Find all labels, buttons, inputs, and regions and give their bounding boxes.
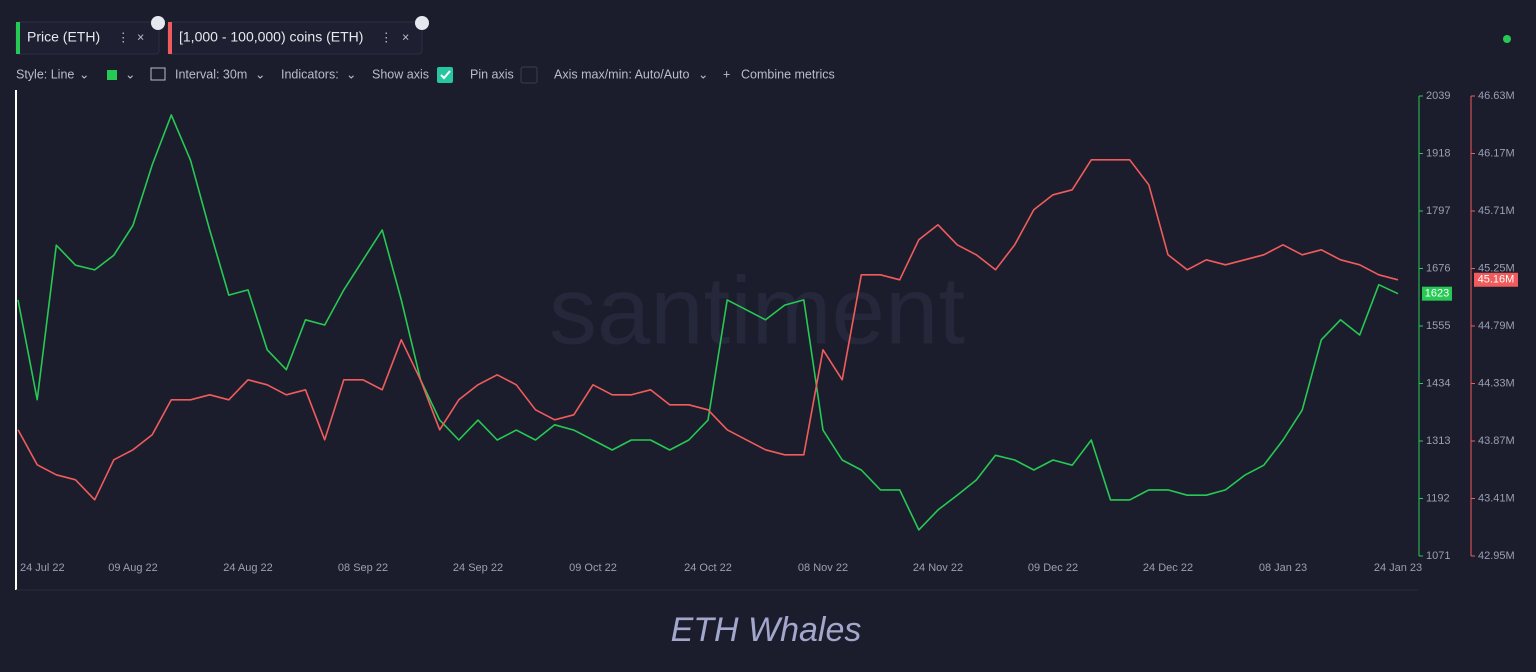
interval-icon [150, 67, 166, 81]
x-tick-label: 24 Nov 22 [913, 562, 963, 574]
y2-tick-label: 44.33M [1478, 377, 1515, 389]
x-tick-label: 24 Dec 22 [1143, 562, 1193, 574]
x-tick-label: 09 Oct 22 [569, 562, 617, 574]
pin-axis: Pin axis [470, 67, 514, 81]
y-tick-label: 1555 [1426, 320, 1450, 332]
series-line [17, 114, 1399, 531]
eth-icon [415, 16, 429, 30]
y2-tick-label: 46.63M [1478, 90, 1515, 102]
y2-tick-label: 42.95M [1478, 550, 1515, 562]
legend-label: [1,000 - 100,000) coins (ETH) [179, 29, 363, 45]
interval-select[interactable]: Interval: 30m [175, 67, 247, 81]
chevron: ⌄ [698, 67, 708, 81]
watermark: santiment [549, 257, 965, 364]
y-tick-label: 1797 [1426, 205, 1450, 217]
legend-swatch [168, 22, 172, 54]
caption: ETH Whales [671, 611, 862, 649]
x-tick-label: 24 Aug 22 [223, 562, 273, 574]
axis-maxmin[interactable]: Axis max/min: Auto/Auto [554, 67, 690, 81]
x-tick-label: 09 Aug 22 [108, 562, 158, 574]
y-tick-label: 2039 [1426, 90, 1450, 102]
x-tick-label: 08 Jan 23 [1259, 562, 1307, 574]
legend-label: Price (ETH) [27, 29, 100, 45]
last-value-badge [1422, 286, 1452, 301]
chevron: ⌄ [79, 67, 89, 81]
y-tick-label: 1192 [1426, 492, 1450, 504]
show-axis-checkbox[interactable] [437, 67, 453, 83]
x-tick-label: 24 Jul 22 [20, 562, 65, 574]
plus: + [723, 67, 730, 81]
x-tick-label: 08 Nov 22 [798, 562, 848, 574]
y2-tick-label: 43.41M [1478, 492, 1515, 504]
y2-tick-label: 46.17M [1478, 147, 1515, 159]
y2-tick-label: 43.87M [1478, 435, 1515, 447]
x-tick-label: 24 Jan 23 [1374, 562, 1422, 574]
check [440, 70, 451, 80]
eth-icon [151, 16, 165, 30]
chevron: ⌄ [346, 67, 356, 81]
last-value-badge [1474, 272, 1518, 287]
x-tick-label: 09 Dec 22 [1028, 562, 1078, 574]
chevron: ⌄ [255, 67, 265, 81]
close[interactable]: × [402, 30, 409, 44]
chevron: ⌄ [125, 67, 135, 81]
close[interactable]: × [137, 30, 144, 44]
y2-tick-label: 45.25M [1478, 262, 1515, 274]
y-tick-label: 1676 [1426, 262, 1450, 274]
y-tick-label: 1434 [1426, 377, 1450, 389]
color-select[interactable] [107, 70, 117, 80]
y2-tick-label: 44.79M [1478, 320, 1515, 332]
style-select[interactable]: Style: Line [16, 67, 74, 81]
menu-dots[interactable]: ⋮ [117, 30, 130, 44]
pin-axis-checkbox[interactable] [520, 66, 538, 84]
legend-swatch [16, 22, 20, 54]
x-tick-label: 24 Oct 22 [684, 562, 732, 574]
indicators[interactable]: Indicators: [281, 67, 339, 81]
show-axis: Show axis [372, 67, 429, 81]
series-line [17, 159, 1399, 501]
last-value-label: 45.16M [1478, 274, 1515, 286]
combine-metrics[interactable]: Combine metrics [741, 67, 835, 81]
x-tick-label: 24 Sep 22 [453, 562, 503, 574]
y-tick-label: 1313 [1426, 435, 1450, 447]
y2-tick-label: 45.71M [1478, 205, 1515, 217]
y-tick-label: 1918 [1426, 147, 1450, 159]
menu-dots[interactable]: ⋮ [380, 30, 393, 44]
y-tick-label: 1071 [1426, 550, 1450, 562]
last-value-label: 1623 [1425, 288, 1449, 300]
x-tick-label: 08 Sep 22 [338, 562, 388, 574]
status-dot [1503, 35, 1511, 43]
